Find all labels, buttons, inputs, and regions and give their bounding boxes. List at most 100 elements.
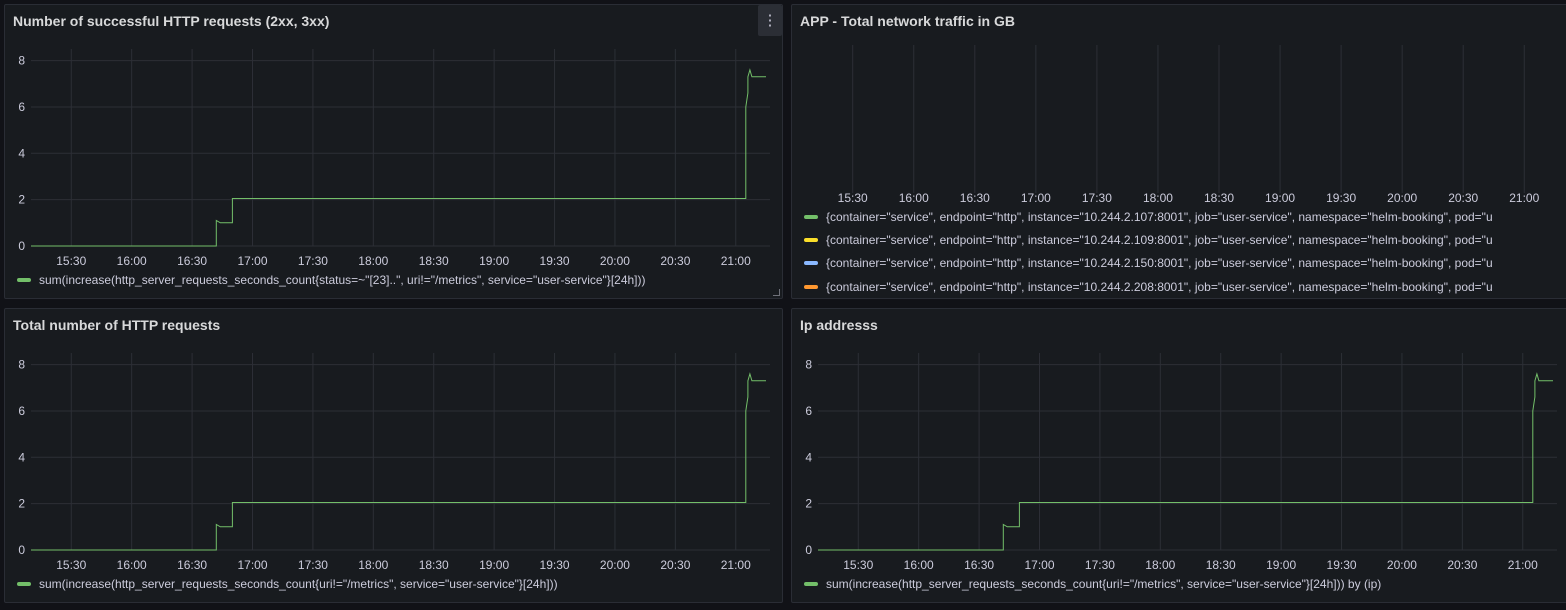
x-tick-label: 17:30	[1082, 191, 1112, 205]
x-tick-label: 20:00	[1387, 191, 1417, 205]
x-tick-label: 17:00	[237, 558, 267, 572]
x-tick-label: 17:30	[298, 254, 328, 268]
panel-title[interactable]: Number of successful HTTP requests (2xx,…	[13, 13, 330, 29]
x-tick-label: 20:00	[600, 558, 630, 572]
x-tick-label: 19:00	[479, 254, 509, 268]
x-tick-label: 20:30	[660, 254, 690, 268]
legend: sum(increase(http_server_requests_second…	[17, 572, 558, 595]
x-tick-label: 15:30	[843, 558, 873, 572]
legend-label: {container="service", endpoint="http", i…	[826, 209, 1493, 224]
legend-swatch-icon	[804, 214, 818, 219]
x-tick-label: 16:30	[177, 558, 207, 572]
y-tick-label: 4	[18, 146, 25, 160]
x-tick-label: 15:30	[56, 558, 86, 572]
legend-label: sum(increase(http_server_requests_second…	[39, 272, 646, 287]
legend-item[interactable]: {container="service", endpoint="http", i…	[804, 205, 1493, 228]
legend-label: {container="service", endpoint="http", i…	[826, 232, 1493, 247]
x-tick-label: 16:00	[117, 254, 147, 268]
legend-item[interactable]: {container="service", endpoint="http", i…	[804, 228, 1493, 251]
y-tick-label: 0	[805, 543, 812, 557]
panel-successful-requests: Number of successful HTTP requests (2xx,…	[4, 4, 783, 299]
legend: sum(increase(http_server_requests_second…	[804, 572, 1381, 595]
legend-swatch-icon	[17, 581, 31, 586]
chart-plot: 15:30 16:00 16:30 17:00 17:30 18:00 18:30 19:00…	[18, 353, 770, 572]
x-tick-label: 18:00	[1143, 191, 1173, 205]
series-line	[818, 372, 1553, 551]
x-tick-label: 19:00	[479, 558, 509, 572]
x-tick-label: 17:30	[1085, 558, 1115, 572]
x-tick-label: 18:30	[1206, 558, 1236, 572]
x-tick-label: 21:00	[1508, 558, 1538, 572]
y-tick-label: 2	[18, 193, 25, 207]
y-tick-label: 8	[805, 358, 812, 372]
series-line	[31, 68, 766, 247]
x-tick-label: 16:00	[899, 191, 929, 205]
y-tick-label: 4	[805, 450, 812, 464]
x-tick-label: 19:30	[540, 254, 570, 268]
legend-label: sum(increase(http_server_requests_second…	[39, 576, 558, 591]
legend-swatch-icon	[804, 581, 818, 586]
x-tick-label: 16:00	[117, 558, 147, 572]
x-tick-label: 17:00	[1021, 191, 1051, 205]
x-tick-label: 19:00	[1265, 191, 1295, 205]
x-tick-label: 21:00	[1509, 191, 1539, 205]
x-tick-label: 18:30	[419, 254, 449, 268]
x-tick-label: 19:30	[540, 558, 570, 572]
legend-item[interactable]: {container="service", endpoint="http", i…	[804, 275, 1493, 298]
y-tick-label: 6	[18, 100, 25, 114]
x-tick-label: 17:00	[237, 254, 267, 268]
y-tick-label: 6	[18, 404, 25, 418]
legend-item[interactable]: {container="service", endpoint="http", i…	[804, 252, 1493, 275]
x-tick-label: 18:00	[1145, 558, 1175, 572]
legend-label: {container="service", endpoint="http", i…	[826, 279, 1493, 294]
x-tick-label: 16:30	[960, 191, 990, 205]
x-tick-label: 15:30	[56, 254, 86, 268]
y-tick-label: 0	[18, 239, 25, 253]
x-tick-label: 20:30	[1447, 558, 1477, 572]
x-tick-label: 17:00	[1024, 558, 1054, 572]
panel-title[interactable]: Total number of HTTP requests	[13, 317, 221, 333]
legend-item[interactable]: sum(increase(http_server_requests_second…	[17, 572, 558, 595]
y-tick-label: 8	[18, 54, 25, 68]
x-tick-label: 19:00	[1266, 558, 1296, 572]
panel-network-traffic: APP - Total network traffic in GB 15:30 1…	[791, 4, 1566, 299]
legend-item[interactable]: sum(increase(http_server_requests_second…	[804, 572, 1381, 595]
x-tick-label: 19:30	[1326, 191, 1356, 205]
y-tick-label: 8	[18, 358, 25, 372]
panel-menu-icon[interactable]: ⋮	[758, 5, 782, 36]
x-tick-label: 18:30	[1204, 191, 1234, 205]
chart-plot: 15:30 16:00 16:30 17:00 17:30 18:00 18:30 19:00…	[18, 49, 770, 268]
x-tick-label: 15:30	[838, 191, 868, 205]
legend-swatch-icon	[17, 277, 31, 282]
legend-label: {container="service", endpoint="http", i…	[826, 256, 1493, 271]
x-tick-label: 20:30	[1448, 191, 1478, 205]
panel-title[interactable]: APP - Total network traffic in GB	[800, 13, 1015, 29]
x-tick-label: 18:00	[358, 558, 388, 572]
legend-item[interactable]: sum(increase(http_server_requests_second…	[17, 268, 646, 291]
y-tick-label: 6	[805, 404, 812, 418]
chart-plot: 15:30 16:00 16:30 17:00 17:30 18:00 18:30 19:00…	[838, 45, 1540, 205]
y-tick-label: 2	[18, 497, 25, 511]
legend: sum(increase(http_server_requests_second…	[17, 268, 646, 291]
panel-total-requests: Total number of HTTP requests 15:30 16:00…	[4, 308, 783, 603]
legend-swatch-icon	[804, 237, 818, 242]
x-tick-label: 20:00	[1387, 558, 1417, 572]
x-tick-label: 19:30	[1327, 558, 1357, 572]
x-tick-label: 16:30	[964, 558, 994, 572]
panel-title[interactable]: Ip addresss	[800, 317, 878, 333]
legend: {container="service", endpoint="http", i…	[804, 205, 1493, 298]
x-tick-label: 18:30	[419, 558, 449, 572]
resize-handle-icon[interactable]	[773, 289, 780, 296]
legend-swatch-icon	[804, 284, 818, 289]
series-line	[31, 372, 766, 551]
x-tick-label: 18:00	[358, 254, 388, 268]
x-tick-label: 16:30	[177, 254, 207, 268]
y-tick-label: 0	[18, 543, 25, 557]
y-tick-label: 4	[18, 450, 25, 464]
x-tick-label: 16:00	[904, 558, 934, 572]
x-tick-label: 20:00	[600, 254, 630, 268]
chart-plot: 15:30 16:00 16:30 17:00 17:30 18:00 18:30 19:00…	[805, 353, 1557, 572]
x-tick-label: 20:30	[660, 558, 690, 572]
y-tick-label: 2	[805, 497, 812, 511]
panel-ip-address: Ip addresss 15:30 16:00 16:30 17:00 17:30 18:…	[791, 308, 1566, 603]
